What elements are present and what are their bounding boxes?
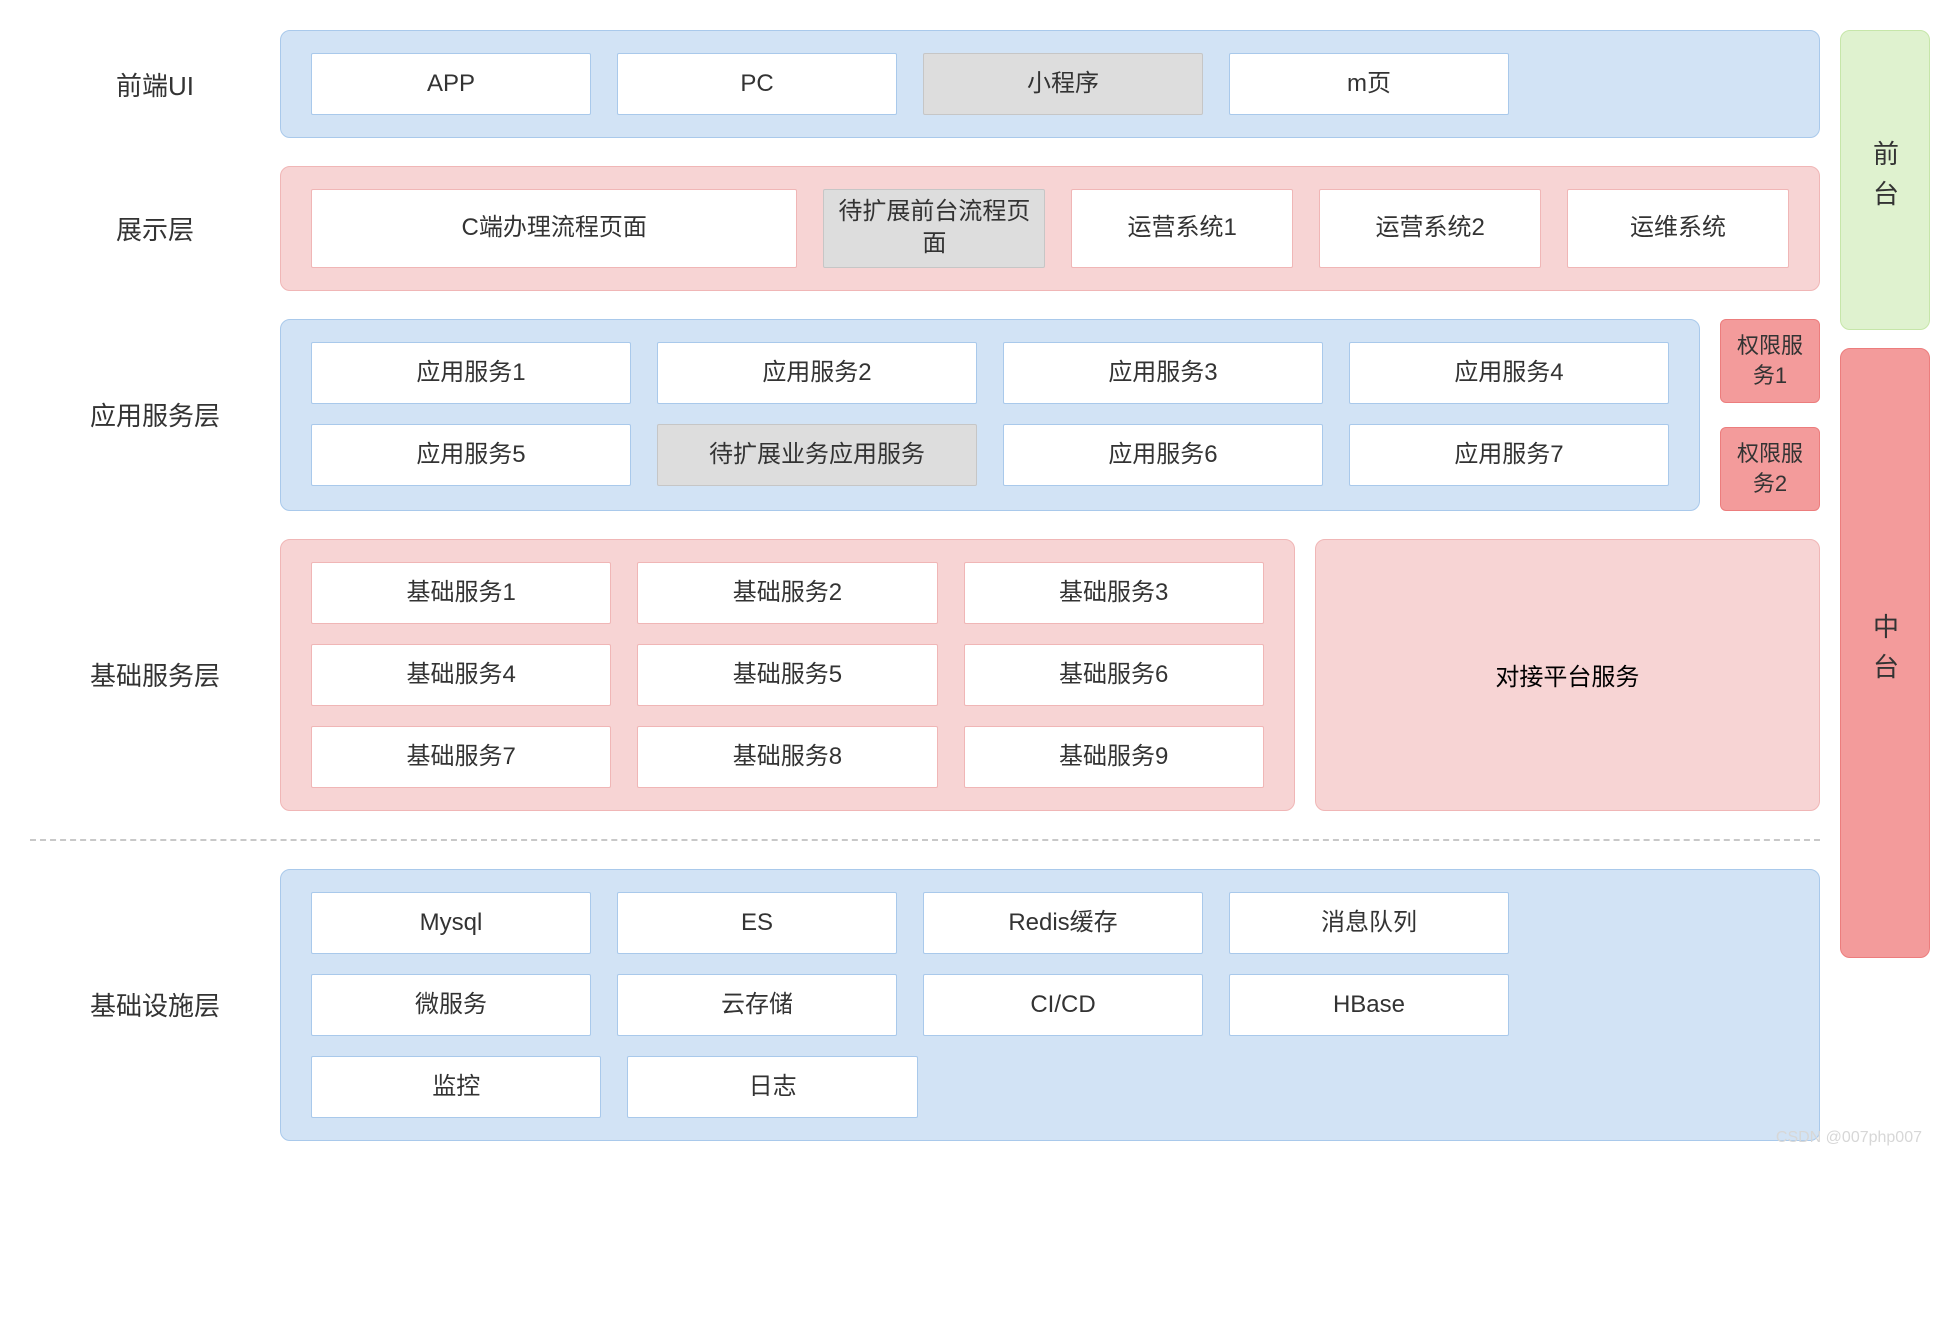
service-cell: 应用服务3 [1003,342,1323,404]
panel-row: 基础服务7 基础服务8 基础服务9 [311,726,1264,788]
panel-row: APP PC 小程序 m页 [311,53,1789,115]
main-column: 前端UI APP PC 小程序 m页展示层 C端办理流程页面待扩展前台流程页面运营系统1 运… [30,30,1820,1141]
layer-panel: 应用服务1应用服务2应用服务3应用服务4应用服务5待扩展业务应用服务应用服务6应… [280,319,1700,511]
layer-body: 应用服务1应用服务2应用服务3应用服务4应用服务5待扩展业务应用服务应用服务6应… [280,319,1820,511]
layer-panel: 对接平台服务 [1315,539,1820,811]
service-cell: 基础服务9 [964,726,1264,788]
service-cell: ES [617,892,897,954]
layer-row-display: 展示层 C端办理流程页面待扩展前台流程页面运营系统1 运营系统2 运维系统 [30,166,1820,291]
layer-label: 基础设施层 [30,869,280,1141]
panel-row: C端办理流程页面待扩展前台流程页面运营系统1 运营系统2 运维系统 [311,189,1789,268]
service-cell: 基础服务3 [964,562,1264,624]
layer-label: 展示层 [30,166,280,291]
service-cell: 微服务 [311,974,591,1036]
layer-panel: Mysql ES Redis缓存消息队列微服务云存储 CI/CD HBase 监控日志 [280,869,1820,1141]
layer-body: C端办理流程页面待扩展前台流程页面运营系统1 运营系统2 运维系统 [280,166,1820,291]
layer-row-infra: 基础设施层 Mysql ES Redis缓存消息队列微服务云存储 CI/CD HBase 监… [30,869,1820,1141]
blank-cell [1535,974,1789,1036]
layer-label: 应用服务层 [30,319,280,511]
layer-row-app: 应用服务层应用服务1应用服务2应用服务3应用服务4应用服务5待扩展业务应用服务应… [30,319,1820,511]
layer-body: 基础服务1 基础服务2 基础服务3 基础服务4 基础服务5 基础服务6 基础服务7 基础服务8… [280,539,1820,811]
service-cell: PC [617,53,897,115]
blank-cell [1525,1056,1789,1118]
panel-row: 微服务云存储 CI/CD HBase [311,974,1789,1036]
panel-row: 监控日志 [311,1056,1789,1118]
service-cell: 监控 [311,1056,601,1118]
watermark: CSDN @007php007 [1776,1129,1922,1147]
service-cell: 基础服务8 [637,726,937,788]
layer-body: APP PC 小程序 m页 [280,30,1820,138]
service-cell: Redis缓存 [923,892,1203,954]
panel-row: 应用服务5 待扩展业务应用服务应用服务6 应用服务7 [311,424,1669,486]
tier-band-middle: 中台 [1840,348,1930,958]
service-cell: 云存储 [617,974,897,1036]
layer-label: 基础服务层 [30,539,280,811]
panel-center-text: 对接平台服务 [1495,657,1639,692]
service-cell: m页 [1229,53,1509,115]
layer-body: Mysql ES Redis缓存消息队列微服务云存储 CI/CD HBase 监控日志 [280,869,1820,1141]
service-cell: 基础服务6 [964,644,1264,706]
service-cell: Mysql [311,892,591,954]
service-cell: APP [311,53,591,115]
service-cell: 基础服务2 [637,562,937,624]
service-cell: 基础服务1 [311,562,611,624]
panel-row: 应用服务1 应用服务2 应用服务3 应用服务4 [311,342,1669,404]
service-cell: 运营系统1 [1071,189,1293,268]
service-cell: 消息队列 [1229,892,1509,954]
tier-band-front: 前台 [1840,30,1930,330]
service-cell: HBase [1229,974,1509,1036]
service-cell: 日志 [627,1056,917,1118]
layer-panel: C端办理流程页面待扩展前台流程页面运营系统1 运营系统2 运维系统 [280,166,1820,291]
service-cell: 小程序 [923,53,1203,115]
permission-pill: 权限服务2 [1720,427,1820,511]
service-cell: 基础服务4 [311,644,611,706]
service-cell: CI/CD [923,974,1203,1036]
service-cell: 应用服务2 [657,342,977,404]
panel-row: 基础服务4 基础服务5 基础服务6 [311,644,1264,706]
service-cell: 应用服务6 [1003,424,1323,486]
layer-row-base-svc: 基础服务层基础服务1 基础服务2 基础服务3 基础服务4 基础服务5 基础服务6 基础服务7… [30,539,1820,811]
service-cell: 待扩展业务应用服务 [657,424,977,486]
side-column: 前台中台 [1840,30,1930,958]
service-cell: 应用服务1 [311,342,631,404]
layer-label: 前端UI [30,30,280,138]
service-cell: 运维系统 [1567,189,1789,268]
service-cell: 运营系统2 [1319,189,1541,268]
side-pill-stack: 权限服务1 权限服务2 [1720,319,1820,511]
blank-cell [944,1056,1208,1118]
section-divider [30,839,1820,841]
architecture-diagram: 前端UI APP PC 小程序 m页展示层 C端办理流程页面待扩展前台流程页面运营系统1 运… [30,30,1930,1141]
service-cell: 基础服务5 [637,644,937,706]
service-cell: 应用服务7 [1349,424,1669,486]
service-cell: 待扩展前台流程页面 [823,189,1045,268]
layer-panel: APP PC 小程序 m页 [280,30,1820,138]
service-cell: 应用服务5 [311,424,631,486]
panel-row: 基础服务1 基础服务2 基础服务3 [311,562,1264,624]
permission-pill: 权限服务1 [1720,319,1820,403]
panel-row: Mysql ES Redis缓存消息队列 [311,892,1789,954]
blank-cell [1535,892,1789,954]
service-cell: C端办理流程页面 [311,189,797,268]
layer-row-ui: 前端UI APP PC 小程序 m页 [30,30,1820,138]
service-cell: 基础服务7 [311,726,611,788]
layer-panel: 基础服务1 基础服务2 基础服务3 基础服务4 基础服务5 基础服务6 基础服务7 基础服务8… [280,539,1295,811]
blank-cell [1535,53,1789,115]
service-cell: 应用服务4 [1349,342,1669,404]
blank-cell [1234,1056,1498,1118]
